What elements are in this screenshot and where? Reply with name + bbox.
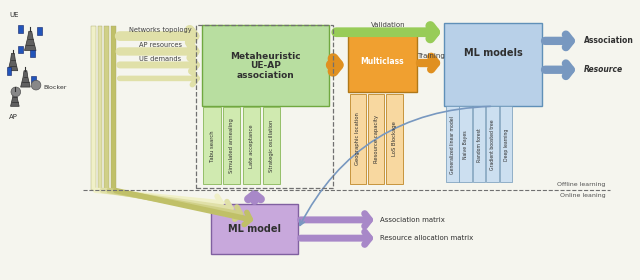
Bar <box>18 46 23 53</box>
Bar <box>38 27 42 35</box>
Text: Blocker: Blocker <box>44 85 67 90</box>
Circle shape <box>11 87 20 97</box>
Bar <box>202 25 328 106</box>
Text: Simulated annealing: Simulated annealing <box>229 118 234 173</box>
Bar <box>349 94 366 184</box>
Text: Online leaning: Online leaning <box>560 193 605 198</box>
Text: ML model: ML model <box>228 223 281 234</box>
Text: Geographic location: Geographic location <box>355 113 360 165</box>
Polygon shape <box>8 53 18 71</box>
Bar <box>368 94 385 184</box>
Bar <box>387 94 403 184</box>
Text: Strategic oscillation: Strategic oscillation <box>269 120 275 172</box>
Bar <box>31 76 36 83</box>
Circle shape <box>31 80 41 90</box>
Text: Association matrix: Association matrix <box>380 217 444 223</box>
Text: Random forest: Random forest <box>477 128 482 162</box>
Bar <box>98 26 102 190</box>
Bar <box>6 67 12 74</box>
Text: Validation: Validation <box>371 22 406 28</box>
Bar <box>223 107 240 184</box>
Text: Gradient boosted tree: Gradient boosted tree <box>490 120 495 170</box>
Bar <box>104 26 109 190</box>
Text: Late acceptance: Late acceptance <box>249 124 254 168</box>
Text: Networks topology: Networks topology <box>129 27 191 33</box>
Bar <box>446 106 458 182</box>
Text: AP resources: AP resources <box>139 42 182 48</box>
Text: Deep learning: Deep learning <box>504 129 509 161</box>
Polygon shape <box>20 71 30 87</box>
Bar <box>263 107 280 184</box>
Text: association: association <box>236 71 294 80</box>
Text: ML models: ML models <box>464 48 522 59</box>
Text: UE: UE <box>9 12 19 18</box>
Text: Association: Association <box>584 36 634 45</box>
Text: Metaheuristic: Metaheuristic <box>230 52 300 61</box>
Bar <box>111 26 116 190</box>
Bar <box>473 106 486 182</box>
Text: UE demands: UE demands <box>139 55 181 62</box>
Text: Offline learning: Offline learning <box>557 182 605 187</box>
Text: Naive Bayes: Naive Bayes <box>463 130 468 159</box>
Text: Generalized linear model: Generalized linear model <box>450 116 455 174</box>
Bar <box>460 106 472 182</box>
Text: Multiclass: Multiclass <box>361 57 404 66</box>
Polygon shape <box>10 91 19 106</box>
Text: Training: Training <box>417 53 444 59</box>
Text: Resource: Resource <box>584 65 623 74</box>
Bar <box>196 25 333 188</box>
Bar <box>500 106 513 182</box>
Bar <box>243 107 260 184</box>
Text: Resource capacity: Resource capacity <box>374 115 379 163</box>
Bar <box>348 34 417 92</box>
Bar <box>444 23 542 106</box>
Text: AP: AP <box>8 114 17 120</box>
Text: Tabu search: Tabu search <box>210 130 214 162</box>
Bar <box>30 50 35 57</box>
Polygon shape <box>24 31 36 50</box>
Bar <box>211 204 298 254</box>
Bar <box>204 107 221 184</box>
Text: LoS Blockage: LoS Blockage <box>392 122 397 157</box>
Text: UE-AP: UE-AP <box>250 61 280 70</box>
Bar <box>91 26 96 190</box>
Bar <box>486 106 499 182</box>
Bar <box>18 25 23 33</box>
Text: Resource allocation matrix: Resource allocation matrix <box>380 235 473 241</box>
